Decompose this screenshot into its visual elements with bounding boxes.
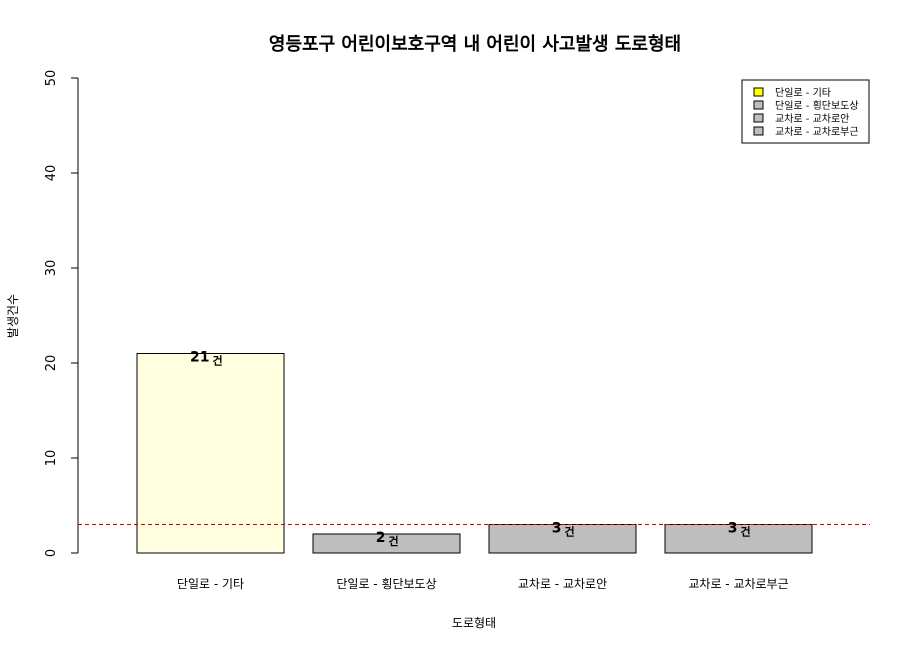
y-tick-label: 10: [44, 450, 59, 467]
y-tick-label: 50: [44, 70, 59, 87]
y-tick-label: 0: [44, 549, 59, 557]
bar: [312, 533, 461, 554]
bar: [664, 524, 813, 554]
chart-title: 영등포구 어린이보호구역 내 어린이 사고발생 도로형태: [269, 34, 681, 55]
category-label: 단일로 - 기타: [177, 577, 244, 591]
y-axis-label: 발생건수: [6, 294, 20, 338]
data-label: 3: [728, 521, 738, 537]
y-tick-label: 40: [44, 165, 59, 182]
data-label-unit: 건: [389, 534, 399, 548]
legend-entry: 단일로 - 기타: [775, 87, 831, 99]
data-label-unit: 건: [565, 525, 575, 539]
category-label: 교차로 - 교차로부근: [688, 577, 788, 591]
bar: [136, 353, 285, 554]
legend-entry: 교차로 - 교차로부근: [775, 126, 859, 138]
legend-swatch: [753, 113, 764, 123]
legend-swatch: [753, 100, 764, 110]
y-tick-label: 20: [44, 355, 59, 372]
y-tick-label: 30: [44, 260, 59, 277]
x-axis-label: 도로형태: [452, 616, 496, 630]
category-label: 교차로 - 교차로안: [518, 577, 607, 591]
legend-swatch: [753, 126, 764, 136]
data-label-unit: 건: [213, 354, 223, 368]
category-label: 단일로 - 횡단보도상: [336, 577, 436, 591]
legend-swatch: [753, 87, 764, 97]
bar: [488, 524, 637, 554]
data-label: 3: [552, 521, 562, 537]
data-label-unit: 건: [741, 525, 751, 539]
data-label: 2: [376, 530, 386, 546]
data-label: 21: [190, 350, 209, 366]
legend-entry: 단일로 - 횡단보도상: [775, 100, 859, 112]
y-axis: 0 10 20 30 40 50: [44, 70, 79, 557]
legend-entry: 교차로 - 교차로안: [775, 113, 849, 125]
